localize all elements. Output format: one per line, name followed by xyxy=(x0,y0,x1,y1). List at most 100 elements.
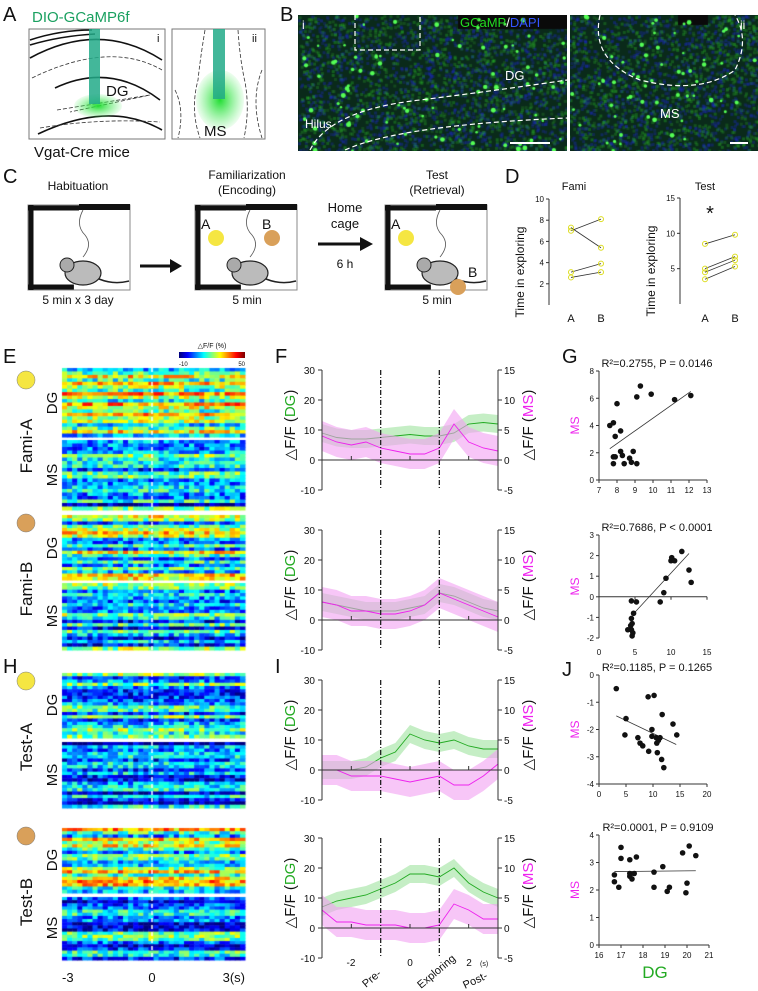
x-tick-label: 15 xyxy=(703,648,712,657)
y-axis-label: MS xyxy=(568,721,582,739)
data-point xyxy=(598,244,604,251)
data-point xyxy=(635,734,641,741)
label-prefix: △F/F ( xyxy=(520,885,537,928)
right-y-tick-label: 15 xyxy=(504,834,516,845)
x-tick-label: 8 xyxy=(615,486,620,495)
colorbar-title: △F/F (%) xyxy=(198,343,227,350)
colorbar xyxy=(179,352,245,358)
sem-band-ms xyxy=(322,749,498,800)
data-point xyxy=(732,253,738,260)
right-y-tick-label: 0 xyxy=(504,456,510,467)
colorbar-min: -10 xyxy=(179,362,188,368)
left-y-axis-label: △F/F (DG) xyxy=(282,550,299,621)
data-point xyxy=(628,459,635,466)
object-a-icon xyxy=(398,230,414,246)
y-tick-label: 1 xyxy=(590,914,595,923)
pair-line xyxy=(570,218,602,232)
x-tick-label: 0 xyxy=(597,648,602,657)
label-series: MS xyxy=(520,395,537,418)
right-y-tick-label: -5 xyxy=(504,954,513,965)
y-tick-label: 2 xyxy=(590,552,595,561)
panel-label-a: A xyxy=(3,4,17,26)
label-series: DG xyxy=(282,555,299,578)
panel-label-h: H xyxy=(3,656,17,678)
interval-label: 6 h xyxy=(337,257,354,271)
data-point xyxy=(616,884,622,891)
mice-label: Vgat-Cre mice xyxy=(34,144,130,161)
x-tick-label: 10 xyxy=(649,790,658,799)
data-point xyxy=(663,575,669,582)
fiber-cable xyxy=(246,209,256,258)
mouse-tail xyxy=(265,278,297,284)
ms-label: MS xyxy=(44,917,61,940)
y-tick-label: -2 xyxy=(587,726,595,735)
data-point xyxy=(631,870,637,877)
trace-ms xyxy=(322,763,499,786)
panel-label-b: B xyxy=(280,4,293,26)
right-y-tick-label: -5 xyxy=(504,796,513,807)
home-cage-label: Home xyxy=(328,200,363,215)
x-tick: 0 xyxy=(407,958,413,969)
trace-ms xyxy=(321,592,499,618)
left-y-tick-label: -10 xyxy=(301,646,316,657)
sem-band-ms xyxy=(322,578,498,632)
right-y-tick-label: 15 xyxy=(504,366,516,377)
data-point xyxy=(625,626,631,633)
left-y-tick-label: 20 xyxy=(304,556,316,567)
pair-line xyxy=(704,234,736,245)
panel-label-e: E xyxy=(3,346,16,368)
sem-band-ms xyxy=(322,889,498,943)
data-point xyxy=(568,227,574,234)
dg-label: DG xyxy=(44,537,61,560)
data-point xyxy=(645,748,652,755)
x-tick-label: 20 xyxy=(683,951,692,960)
label-prefix: △F/F ( xyxy=(520,727,537,770)
x-tick-label: 9 xyxy=(633,486,638,495)
fiber-cable xyxy=(436,209,446,258)
y-tick-label: 10 xyxy=(535,195,544,204)
data-point xyxy=(629,620,635,627)
row-label-test-b: Test-B xyxy=(17,878,36,926)
x-tick-label: 12 xyxy=(685,486,694,495)
data-point xyxy=(670,721,676,727)
object-a-icon xyxy=(208,230,224,246)
arrow-icon xyxy=(318,237,373,251)
data-point xyxy=(686,843,692,849)
sub-label-i: i xyxy=(157,33,159,45)
left-y-tick-label: 0 xyxy=(309,766,315,777)
row-label-test-a: Test-A xyxy=(17,722,36,771)
y-axis-label: MS xyxy=(568,881,582,899)
left-y-tick-label: 0 xyxy=(309,456,315,467)
fiber-cable xyxy=(79,209,89,258)
left-y-tick-label: 10 xyxy=(304,426,316,437)
ms-label: MS xyxy=(660,106,680,121)
heatmap-labels: DG MS DG MS DG MS DG MS Fami-A Fami-B Test-A Test-B… xyxy=(16,370,245,985)
y-tick-label: 2 xyxy=(540,280,545,289)
y-tick-label: 2 xyxy=(590,449,595,458)
panel-label-i: I xyxy=(275,656,281,678)
right-y-axis-label: △F/F (MS) xyxy=(520,858,537,929)
data-point xyxy=(612,454,618,460)
right-y-tick-label: 10 xyxy=(504,396,516,407)
data-point xyxy=(634,394,640,400)
data-point xyxy=(630,448,636,455)
data-point xyxy=(683,889,689,896)
mouse-head-icon xyxy=(59,257,75,273)
data-point xyxy=(617,428,624,434)
habituation-time: 5 min x 3 day xyxy=(42,293,113,307)
x-tick-label: 10 xyxy=(649,486,658,495)
data-point xyxy=(702,240,708,247)
data-point xyxy=(623,715,629,722)
microscopy-annotations: i ii GCaMP/DAPI DG Hilus MS xyxy=(302,14,748,151)
fam-time: 5 min xyxy=(232,293,261,307)
data-point xyxy=(621,460,627,467)
left-y-tick-label: 30 xyxy=(304,676,316,687)
x-tick-label: 20 xyxy=(703,790,712,799)
label-prefix: △F/F ( xyxy=(282,727,299,770)
label-suffix: ) xyxy=(520,858,537,863)
x-axis-label-dg: DG xyxy=(642,963,668,982)
dg-label: DG xyxy=(44,849,61,872)
pair-line xyxy=(704,259,736,273)
